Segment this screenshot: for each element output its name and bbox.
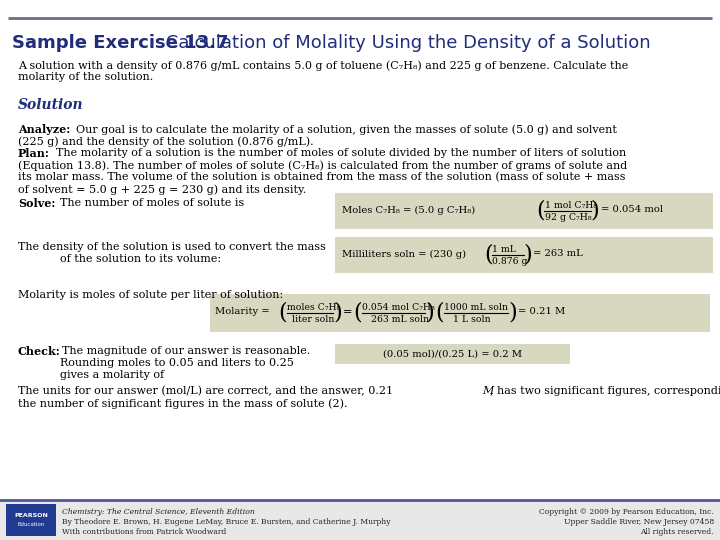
Text: =: = [343,307,353,317]
Text: Copyright © 2009 by Pearson Education, Inc.: Copyright © 2009 by Pearson Education, I… [539,508,714,516]
Text: molarity of the solution.: molarity of the solution. [18,72,153,82]
FancyBboxPatch shape [335,237,713,273]
Text: Solve:: Solve: [18,198,55,209]
Text: With contributions from Patrick Woodward: With contributions from Patrick Woodward [62,528,226,536]
Text: ): ) [508,301,517,323]
Text: (: ( [278,301,287,323]
Text: ): ) [425,301,433,323]
Text: Analyze:: Analyze: [18,124,71,135]
Text: = 263 mL: = 263 mL [533,249,582,259]
Text: 92 g C₇H₈: 92 g C₇H₈ [545,213,592,221]
Text: the number of significant figures in the mass of solute (2).: the number of significant figures in the… [18,398,348,409]
Text: Rounding moles to 0.05 and liters to 0.25: Rounding moles to 0.05 and liters to 0.2… [60,358,294,368]
Text: 1000 mL soln: 1000 mL soln [444,303,508,313]
FancyBboxPatch shape [335,193,713,229]
Text: The units for our answer (mol/L) are correct, and the answer, 0.21: The units for our answer (mol/L) are cor… [18,386,397,396]
Text: 1 mol C₇H₈: 1 mol C₇H₈ [545,201,597,211]
FancyBboxPatch shape [210,294,710,332]
Text: (225 g) and the density of the solution (0.876 g/mL).: (225 g) and the density of the solution … [18,136,314,146]
Text: gives a molarity of: gives a molarity of [60,370,164,380]
Text: Check:: Check: [18,346,60,357]
Text: (Equation 13.8). The number of moles of solute (C₇H₈) is calculated from the num: (Equation 13.8). The number of moles of … [18,160,627,171]
Text: Upper Saddle River, New Jersey 07458: Upper Saddle River, New Jersey 07458 [564,518,714,526]
Text: of the solution to its volume:: of the solution to its volume: [60,254,221,264]
Text: Sample Exercise 13.7: Sample Exercise 13.7 [12,34,228,52]
Text: PEARSON: PEARSON [14,513,48,518]
FancyBboxPatch shape [0,500,720,540]
Text: 0.876 g: 0.876 g [492,256,528,266]
Text: The molarity of a solution is the number of moles of solute divided by the numbe: The molarity of a solution is the number… [56,148,626,158]
Text: The magnitude of our answer is reasonable.: The magnitude of our answer is reasonabl… [62,346,310,356]
Text: liter soln: liter soln [292,314,334,323]
Text: = 0.054 mol: = 0.054 mol [601,206,663,214]
Text: of solvent = 5.0 g + 225 g = 230 g) and its density.: of solvent = 5.0 g + 225 g = 230 g) and … [18,184,306,194]
Text: 263 mL soln: 263 mL soln [371,314,429,323]
Text: , has two significant figures, corresponding to: , has two significant figures, correspon… [490,386,720,396]
Text: Calculation of Molality Using the Density of a Solution: Calculation of Molality Using the Densit… [160,34,651,52]
Text: Our goal is to calculate the molarity of a solution, given the masses of solute : Our goal is to calculate the molarity of… [76,124,617,134]
FancyBboxPatch shape [6,504,56,536]
Text: (: ( [435,301,444,323]
Text: its molar mass. The volume of the solution is obtained from the mass of the solu: its molar mass. The volume of the soluti… [18,172,626,183]
Text: Education: Education [17,522,45,527]
Text: (0.05 mol)/(0.25 L) = 0.2 M: (0.05 mol)/(0.25 L) = 0.2 M [383,349,522,359]
Text: 1 L soln: 1 L soln [453,314,490,323]
Text: (: ( [484,243,492,265]
Text: M: M [482,386,493,396]
Text: ): ) [590,199,599,221]
FancyBboxPatch shape [335,344,570,364]
Text: moles C₇H₈: moles C₇H₈ [287,303,341,313]
Text: Milliliters soln = (230 g): Milliliters soln = (230 g) [342,249,466,259]
Text: The number of moles of solute is: The number of moles of solute is [60,198,244,208]
Text: All rights reserved.: All rights reserved. [641,528,714,536]
Text: 1 mL: 1 mL [492,246,516,254]
Text: ): ) [333,301,342,323]
Text: Molarity =: Molarity = [215,307,269,316]
Text: A solution with a density of 0.876 g/mL contains 5.0 g of toluene (C₇H₈) and 225: A solution with a density of 0.876 g/mL … [18,60,629,71]
Text: (: ( [353,301,361,323]
Text: Moles C₇H₈ = (5.0 g C₇H₈): Moles C₇H₈ = (5.0 g C₇H₈) [342,205,475,214]
Text: (: ( [536,199,544,221]
Text: Chemistry: The Central Science, Eleventh Edition: Chemistry: The Central Science, Eleventh… [62,508,255,516]
Text: By Theodore E. Brown, H. Eugene LeMay, Bruce E. Bursten, and Catherine J. Murphy: By Theodore E. Brown, H. Eugene LeMay, B… [62,518,390,526]
Text: ): ) [523,243,532,265]
Text: = 0.21 M: = 0.21 M [518,307,565,316]
Text: Molarity is moles of solute per liter of solution:: Molarity is moles of solute per liter of… [18,290,283,300]
Text: Solution: Solution [18,98,84,112]
Text: 0.054 mol C₇H₈: 0.054 mol C₇H₈ [362,303,435,313]
Text: Plan:: Plan: [18,148,50,159]
Text: The density of the solution is used to convert the mass: The density of the solution is used to c… [18,242,326,252]
